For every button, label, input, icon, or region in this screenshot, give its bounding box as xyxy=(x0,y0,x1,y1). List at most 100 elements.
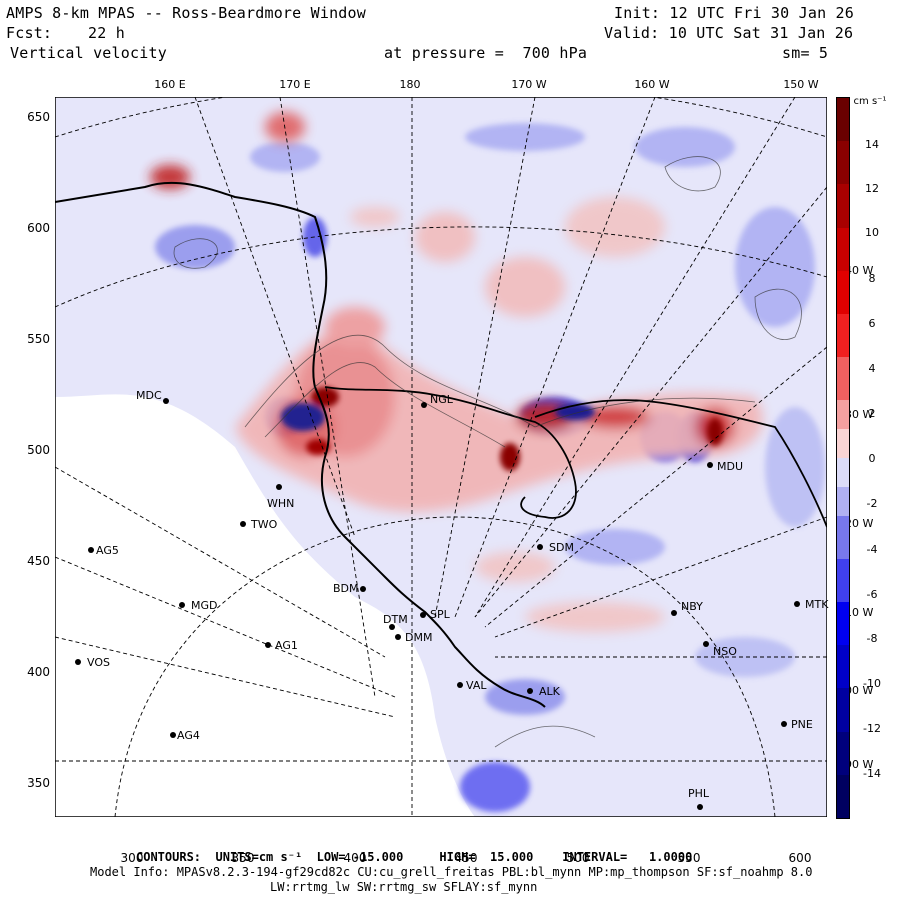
station-label: NGL xyxy=(430,393,453,406)
colorbar-tick: 2 xyxy=(868,407,876,420)
x-tick: 400 xyxy=(343,851,367,865)
colorbar-tick: -6 xyxy=(866,588,878,601)
y-tick: 600 xyxy=(27,221,50,235)
model-info: Model Info: MPASv8.2.3-194-gf29cd82c CU:… xyxy=(90,865,813,879)
x-tick: 450 xyxy=(454,851,478,865)
init-time: Init: 12 UTC Fri 30 Jan 26 xyxy=(614,4,854,22)
colorbar-tick: 6 xyxy=(868,317,876,330)
lon-tick: 160 W xyxy=(634,78,670,91)
station-marker xyxy=(707,462,713,468)
station-marker xyxy=(360,586,366,592)
station-marker xyxy=(389,624,395,630)
colorbar-units: cm s⁻¹ xyxy=(853,96,887,107)
station-label: PNE xyxy=(791,718,813,731)
lon-edge-label: 90 W xyxy=(845,758,874,771)
map-title: AMPS 8-km MPAS -- Ross-Beardmore Window xyxy=(6,4,366,22)
station-label: MDU xyxy=(717,460,744,473)
map-plot xyxy=(55,97,827,817)
colorbar-tick: 0 xyxy=(868,452,876,465)
y-tick: 650 xyxy=(27,110,50,124)
x-tick: 600 xyxy=(788,851,812,865)
coastline-ross xyxy=(324,386,577,519)
colorbar-tick: 10 xyxy=(865,226,879,239)
station-label: DMM xyxy=(405,631,433,644)
colorbar-tick: -8 xyxy=(866,632,878,645)
x-tick: 350 xyxy=(231,851,255,865)
station-marker xyxy=(794,601,800,607)
station-marker xyxy=(420,612,426,618)
station-label: AG4 xyxy=(177,729,200,742)
colorbar-tick: 4 xyxy=(868,362,876,375)
station-label: SPL xyxy=(430,608,450,621)
station-label: PHL xyxy=(688,787,710,800)
lon-tick: 170 W xyxy=(511,78,547,91)
station-label: SDM xyxy=(549,541,574,554)
station-marker xyxy=(421,402,427,408)
station-marker xyxy=(697,804,703,810)
lon-tick: 150 W xyxy=(783,78,819,91)
y-tick: 400 xyxy=(27,665,50,679)
colorbar-tick: 14 xyxy=(865,138,879,151)
field-name: Vertical velocity xyxy=(10,44,167,62)
station-label: MTK xyxy=(805,598,829,611)
forecast-label: Fcst: xyxy=(6,24,53,42)
x-tick: 550 xyxy=(677,851,701,865)
station-label: DTM xyxy=(383,613,408,626)
station-marker xyxy=(671,610,677,616)
positive-velocity-patches xyxy=(150,112,763,632)
colorbar-tick: -2 xyxy=(866,497,878,510)
contour-lines xyxy=(173,156,802,748)
colorbar xyxy=(836,97,850,819)
colorbar-tick: -4 xyxy=(866,543,878,556)
y-tick: 450 xyxy=(27,554,50,568)
station-marker xyxy=(75,659,81,665)
forecast-hour: 22 h xyxy=(88,24,125,42)
station-label: ALK xyxy=(539,685,560,698)
station-label: VOS xyxy=(87,656,110,669)
colorbar-tick: -14 xyxy=(863,767,881,780)
station-marker xyxy=(781,721,787,727)
station-marker xyxy=(179,602,185,608)
station-marker xyxy=(163,398,169,404)
station-label: NSO xyxy=(713,645,737,658)
lon-tick: 160 E xyxy=(154,78,186,91)
station-marker xyxy=(537,544,543,550)
model-info-physics: LW:rrtmg_lw SW:rrtmg_sw SFLAY:sf_mynn xyxy=(270,880,538,894)
coastline-west xyxy=(55,181,546,708)
station-marker xyxy=(276,484,282,490)
station-marker xyxy=(265,642,271,648)
station-label: AG1 xyxy=(275,639,298,652)
station-label: TWO xyxy=(251,518,278,531)
contours-info: CONTOURS: UNITS=cm s⁻¹ LOW= -15.000 HIGH… xyxy=(136,850,693,864)
lon-tick: 180 xyxy=(399,78,421,91)
station-marker xyxy=(88,547,94,553)
colorbar-tick: 12 xyxy=(865,182,879,195)
station-label: WHN xyxy=(267,497,295,510)
smoothing-value: sm= 5 xyxy=(782,44,829,62)
colorbar-tick: 8 xyxy=(868,272,876,285)
station-label: MDC xyxy=(136,389,162,402)
valid-time: Valid: 10 UTC Sat 31 Jan 26 xyxy=(604,24,854,42)
station-label: VAL xyxy=(466,679,487,692)
station-marker xyxy=(240,521,246,527)
pressure-level: at pressure = 700 hPa xyxy=(384,44,588,62)
station-marker xyxy=(170,732,176,738)
station-label: MGD xyxy=(191,599,218,612)
colorbar-tick: -10 xyxy=(863,677,881,690)
station-label: NBY xyxy=(681,600,703,613)
station-marker xyxy=(527,688,533,694)
station-label: AG5 xyxy=(96,544,119,557)
station-marker xyxy=(395,634,401,640)
x-tick: 300 xyxy=(120,851,144,865)
station-label: BDM xyxy=(333,582,359,595)
y-tick: 350 xyxy=(27,776,50,790)
graticule xyxy=(55,97,827,817)
x-tick: 500 xyxy=(566,851,590,865)
y-tick: 550 xyxy=(27,332,50,346)
coastline-east xyxy=(534,399,827,528)
y-tick: 500 xyxy=(27,443,50,457)
colorbar-tick: -12 xyxy=(863,722,881,735)
station-marker xyxy=(703,641,709,647)
station-marker xyxy=(457,682,463,688)
lon-tick: 170 E xyxy=(279,78,311,91)
